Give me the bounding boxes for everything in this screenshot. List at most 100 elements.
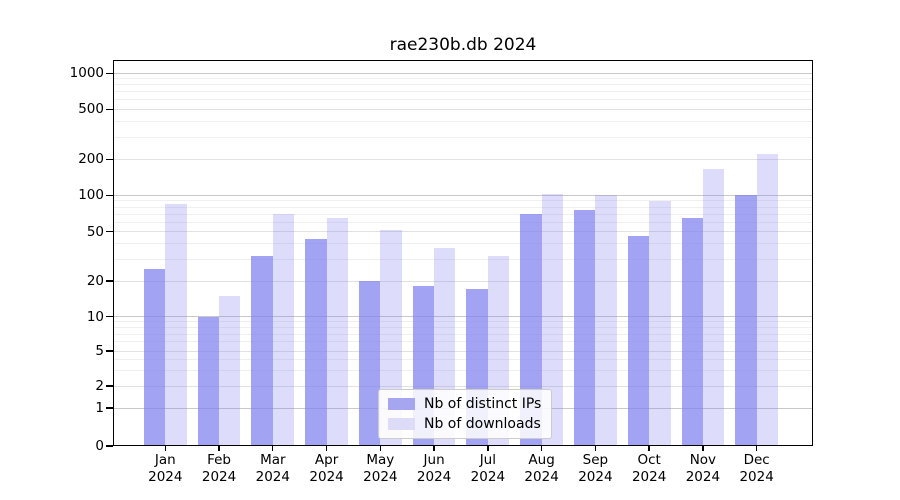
x-tick-mark: [487, 446, 489, 451]
x-tick-year: 2024: [255, 469, 290, 485]
bar-distinct-ips: [735, 195, 757, 446]
bar-distinct-ips: [520, 214, 542, 446]
x-tick-month: Jun: [423, 452, 445, 468]
y-gridline-minor: [114, 99, 812, 101]
y-gridline-major: [114, 316, 812, 318]
y-tick-label: 5: [95, 343, 104, 359]
y-gridline-minor: [114, 206, 812, 208]
bar-distinct-ips: [197, 316, 220, 446]
y-tick-mark: [106, 385, 113, 387]
y-tick-label: 1000: [69, 65, 104, 82]
y-tick-mark: [106, 108, 113, 110]
y-tick-label: 1: [95, 400, 104, 416]
bar-downloads: [756, 154, 779, 446]
x-tick-mark: [433, 446, 435, 451]
legend-swatch-distinct-ips: [388, 398, 415, 410]
y-tick-label: 0: [95, 438, 104, 454]
bar-distinct-ips: [305, 238, 327, 446]
legend-label-distinct-ips: Nb of distinct IPs: [424, 396, 542, 412]
y-gridline-minor: [114, 321, 812, 323]
x-tick-label: Jan 2024: [135, 452, 195, 486]
x-tick-mark: [379, 446, 381, 451]
x-tick-label: Feb 2024: [189, 452, 249, 486]
y-gridline-minor: [114, 333, 812, 335]
y-gridline-minor: [114, 91, 812, 93]
x-tick-label: Nov 2024: [673, 452, 733, 486]
legend-row-downloads: Nb of downloads: [388, 416, 542, 432]
y-gridline-minor: [114, 136, 812, 138]
x-tick-year: 2024: [201, 469, 237, 485]
bar-distinct-ips: [627, 236, 650, 446]
x-tick-year: 2024: [470, 469, 506, 485]
legend-swatch-downloads: [388, 418, 415, 430]
y-tick-label: 100: [78, 187, 104, 204]
bar-downloads: [272, 214, 295, 446]
x-tick-year: 2024: [416, 469, 452, 485]
bar-downloads: [541, 193, 563, 446]
x-tick-year: 2024: [685, 469, 721, 485]
y-gridline-minor: [114, 213, 812, 215]
y-gridline: [114, 280, 812, 282]
x-tick-year: 2024: [309, 469, 344, 485]
y-gridline-major: [114, 194, 812, 196]
x-tick-month: Jan: [154, 452, 176, 468]
x-tick-year: 2024: [631, 469, 667, 485]
bar-distinct-ips: [143, 268, 166, 446]
x-tick-month: Nov: [689, 452, 717, 468]
y-tick-label: 50: [86, 223, 104, 240]
bar-downloads: [326, 217, 348, 446]
bar-downloads: [702, 169, 725, 446]
x-tick-year: 2024: [739, 469, 774, 485]
x-tick-month: Mar: [260, 452, 286, 468]
x-tick-mark: [218, 446, 220, 451]
x-tick-label: Jun 2024: [404, 452, 464, 486]
bar-distinct-ips: [681, 217, 703, 446]
x-tick-year: 2024: [524, 469, 559, 485]
y-gridline-minor: [114, 221, 812, 223]
legend-label-downloads: Nb of downloads: [424, 416, 541, 432]
y-tick-mark: [106, 194, 113, 196]
y-gridline-minor: [114, 200, 812, 202]
x-tick-mark: [540, 446, 543, 451]
y-tick-label: 200: [78, 151, 104, 168]
x-tick-label: May 2024: [350, 452, 410, 486]
y-tick-label: 2: [95, 378, 104, 394]
x-tick-label: Apr 2024: [297, 452, 357, 486]
chart-title: rae230b.db 2024: [389, 35, 537, 55]
x-tick-month: Aug: [528, 452, 555, 468]
x-tick-month: Oct: [637, 452, 661, 468]
x-tick-mark: [164, 446, 166, 451]
x-tick-mark: [594, 446, 597, 451]
y-tick-mark: [106, 407, 113, 409]
y-gridline: [114, 350, 812, 352]
x-tick-label: Jul 2024: [458, 452, 518, 486]
y-gridline-minor: [114, 327, 812, 329]
bar-downloads: [595, 195, 617, 446]
y-gridline: [114, 231, 812, 233]
y-tick-label: 20: [86, 273, 104, 289]
x-tick-month: May: [366, 452, 395, 468]
y-tick-mark: [106, 158, 113, 160]
y-tick-mark: [106, 72, 113, 74]
x-tick-month: Jul: [479, 452, 496, 468]
y-tick-label: 500: [78, 101, 104, 118]
x-tick-label: Mar 2024: [243, 452, 303, 486]
legend: Nb of distinct IPs Nb of downloads: [378, 389, 552, 439]
y-gridline-major: [114, 72, 812, 74]
bar-distinct-ips: [358, 281, 381, 446]
x-tick-mark: [272, 446, 274, 451]
bar-downloads: [219, 295, 241, 446]
x-tick-year: 2024: [578, 469, 613, 485]
y-tick-mark: [106, 280, 113, 282]
x-tick-month: Feb: [207, 452, 231, 468]
bar-downloads: [649, 200, 671, 446]
y-gridline-minor: [114, 258, 812, 260]
y-gridline-minor: [114, 78, 812, 80]
x-tick-mark: [325, 446, 328, 451]
bar-distinct-ips: [573, 209, 596, 446]
bar-distinct-ips: [251, 255, 273, 446]
y-gridline-minor: [114, 84, 812, 86]
x-tick-month: Dec: [743, 452, 770, 468]
x-tick-label: Oct 2024: [619, 452, 679, 486]
